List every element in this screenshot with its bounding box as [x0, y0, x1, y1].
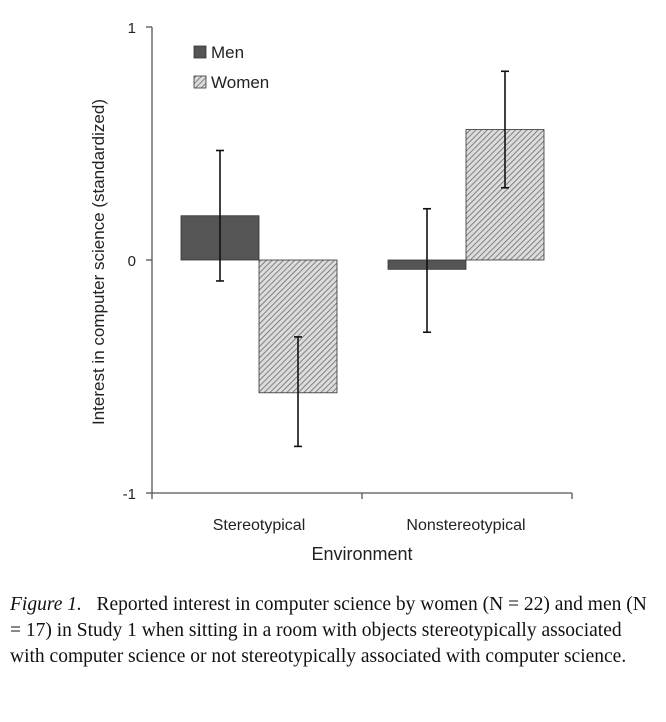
bar-chart: Interest in computer science (standardiz… — [89, 20, 573, 564]
legend-swatch-women — [193, 75, 207, 89]
y-tick-label-1: 1 — [128, 20, 136, 37]
figure-label: Figure 1. — [10, 594, 82, 615]
x-tick-label-stereotypical: Stereotypical — [213, 517, 306, 534]
legend: Men Women — [193, 43, 269, 92]
figure-caption-text: Reported interest in computer science by… — [10, 594, 647, 667]
bars-group — [180, 129, 545, 394]
x-tick-label-nonstereotypical: Nonstereotypical — [406, 517, 525, 534]
y-tick-label-neg1: -1 — [123, 486, 136, 503]
legend-label-men: Men — [211, 43, 244, 62]
error-bar-women-stereotypical — [294, 336, 302, 448]
error-bar-men-nonstereotypical — [423, 207, 431, 334]
error-bar-women-nonstereotypical — [501, 70, 509, 189]
x-axis-label: Environment — [311, 544, 412, 564]
error-bar-men-stereotypical — [216, 149, 224, 282]
error-bars-group — [216, 70, 509, 448]
y-tick-label-0: 0 — [128, 253, 136, 270]
y-axis-label: Interest in computer science (standardiz… — [89, 99, 108, 425]
legend-label-women: Women — [211, 73, 269, 92]
figure-caption: Figure 1. Reported interest in computer … — [10, 592, 656, 670]
legend-swatch-men — [193, 45, 207, 59]
